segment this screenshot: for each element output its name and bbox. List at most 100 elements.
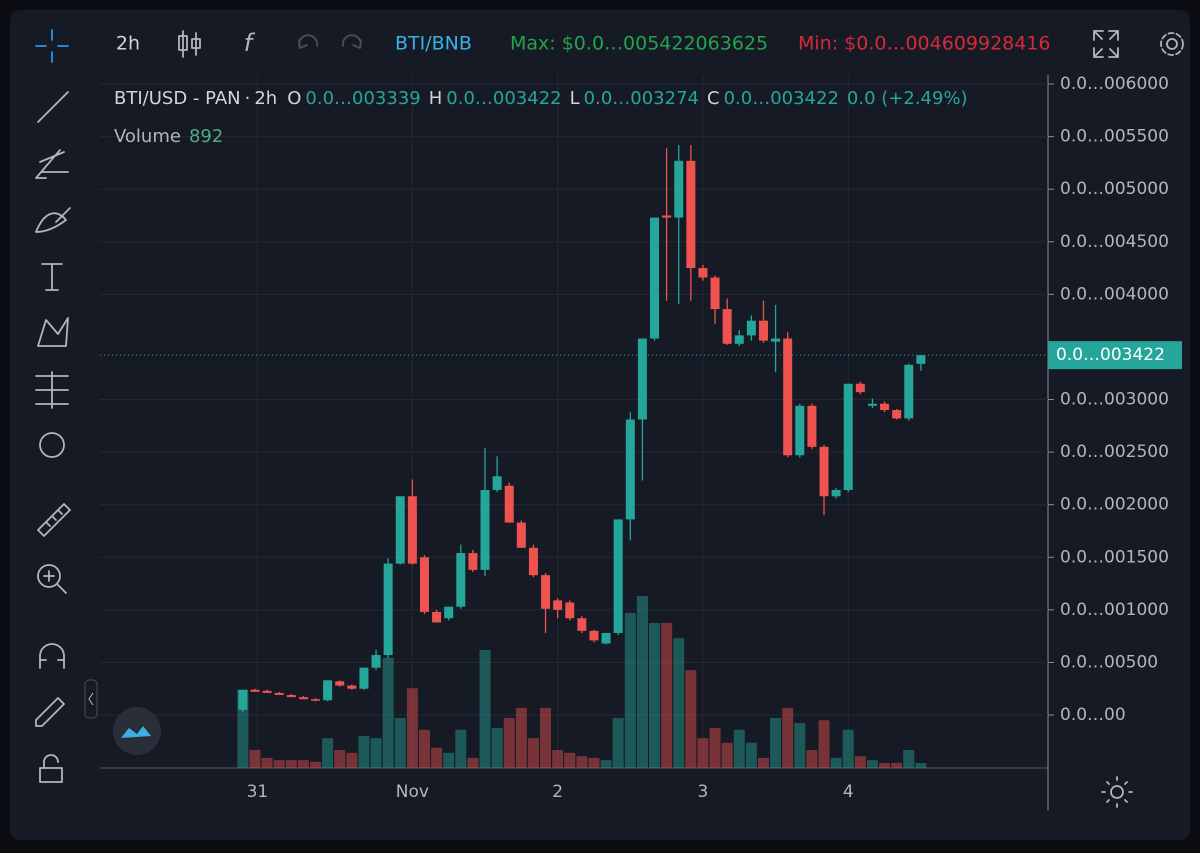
candle-body — [662, 215, 672, 218]
y-tick-label: 0.0…006000 — [1060, 74, 1169, 94]
interval-button[interactable]: 2h — [116, 33, 140, 55]
emoji-tool[interactable] — [39, 432, 65, 458]
pair-link[interactable]: BTI/BNB — [395, 33, 472, 55]
text-tool[interactable] — [41, 263, 63, 291]
high-value: 0.0…003422 — [446, 88, 562, 109]
volume-bar — [358, 735, 370, 768]
redo-icon[interactable] — [341, 34, 362, 49]
volume-bar — [636, 596, 648, 768]
candle-body — [843, 383, 853, 490]
high-label: H — [428, 88, 443, 109]
y-tick-label: 0.0…00 — [1060, 705, 1126, 725]
magnet-tool[interactable] — [39, 643, 65, 669]
min-price: Min: $0.0…004609928416 — [798, 33, 1051, 55]
candle-body — [722, 309, 732, 344]
volume-bar — [685, 670, 697, 768]
volume-bar — [261, 757, 273, 768]
brush-tool[interactable] — [35, 207, 71, 233]
volume-bar — [467, 757, 479, 768]
theme-icon[interactable] — [1101, 776, 1133, 808]
volume-bar — [612, 717, 624, 768]
candle-body — [674, 160, 684, 218]
volume-bar — [370, 738, 382, 768]
ruler-tool[interactable] — [37, 503, 71, 537]
crosshair-tool[interactable] — [35, 29, 69, 63]
zoom-tool[interactable] — [37, 564, 67, 594]
trendline-tool[interactable] — [37, 91, 69, 123]
candle-body — [710, 277, 720, 310]
candle-body — [589, 630, 599, 641]
prediction-tool[interactable] — [35, 371, 69, 409]
volume-bar — [443, 752, 455, 768]
close-label: C — [707, 88, 720, 109]
volume-bar — [273, 760, 285, 768]
y-tick-label: 0.0…002000 — [1060, 495, 1169, 515]
candle-body — [359, 667, 369, 689]
lock-drawing-tool[interactable] — [35, 697, 65, 727]
candles-icon[interactable] — [178, 30, 201, 58]
low-value: 0.0…003274 — [583, 88, 699, 109]
y-tick-label: 0.0…004500 — [1060, 232, 1169, 252]
y-tick-label: 0.0…005500 — [1060, 127, 1169, 147]
x-tick-label: 2 — [552, 782, 563, 802]
collapse-button[interactable] — [84, 679, 98, 719]
candle-body — [274, 692, 284, 696]
candle-body — [880, 403, 890, 411]
candle-body — [613, 519, 623, 633]
volume-bar — [564, 752, 576, 768]
settings-icon[interactable] — [1160, 32, 1184, 56]
volume-bar — [854, 756, 866, 768]
y-tick-label: 0.0…002500 — [1060, 442, 1169, 462]
volume-bar — [782, 707, 794, 768]
candle-body — [650, 217, 660, 339]
volume-bar — [891, 762, 903, 768]
volume-bar — [455, 729, 467, 768]
candle-body — [238, 689, 248, 710]
candle-body — [468, 553, 478, 570]
x-tick-label: 4 — [843, 782, 854, 802]
lock-tool[interactable] — [39, 754, 63, 783]
volume-bar — [745, 742, 757, 768]
volume-bar — [237, 689, 249, 768]
volume-bar — [806, 750, 818, 768]
volume-bar — [794, 723, 806, 768]
symbol: BTI/USD - PAN — [114, 88, 241, 109]
candle-body — [456, 553, 466, 607]
y-tick-label: 0.0…004000 — [1060, 284, 1169, 304]
volume-bar — [770, 717, 782, 768]
volume-bar — [479, 649, 491, 768]
candle-body — [541, 575, 551, 609]
volume-bar — [915, 762, 927, 768]
volume-bar — [285, 760, 297, 768]
volume-bar — [249, 750, 261, 768]
fullscreen-icon[interactable] — [1093, 30, 1119, 58]
candle-body — [383, 563, 393, 656]
collapse-arrow — [88, 692, 94, 706]
volume-bar — [879, 762, 891, 768]
volume-bar — [588, 757, 600, 768]
candle-body — [916, 355, 926, 364]
volume-bar — [697, 738, 709, 768]
candle-body — [577, 618, 587, 631]
legend: BTI/USD - PAN · 2h O 0.0…003339 H 0.0…003422 L 0… — [114, 88, 976, 109]
volume-bar — [600, 760, 612, 768]
volume-bar — [733, 729, 745, 768]
candle-body — [855, 383, 865, 393]
toolbar: 2h f BTI/BNB Max: $0.0…005422063625 Min:… — [116, 29, 1184, 58]
change-value: 0.0 (+2.49%) — [846, 88, 968, 109]
candle-body — [831, 489, 841, 497]
volume-bar — [346, 752, 358, 768]
candle-body — [347, 685, 357, 689]
y-tick-label: 0.0…005000 — [1060, 179, 1169, 199]
volume-bar — [830, 757, 842, 768]
candle-body — [311, 699, 321, 701]
volume-bar — [322, 738, 334, 768]
fib-tool[interactable] — [35, 149, 69, 179]
candle-body — [528, 547, 538, 576]
candle-body — [419, 557, 429, 612]
pattern-tool[interactable] — [37, 317, 69, 347]
undo-icon[interactable] — [298, 34, 319, 49]
volume-bar — [709, 728, 721, 768]
logo — [113, 707, 161, 755]
